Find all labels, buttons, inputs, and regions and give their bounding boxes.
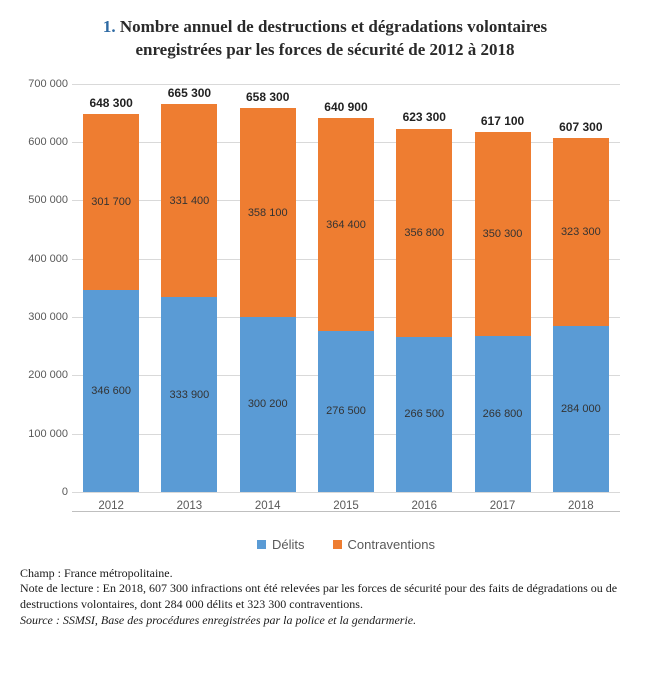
legend: Délits Contraventions (72, 537, 620, 552)
x-tick-label: 2017 (475, 500, 531, 512)
segment-label-contraventions: 364 400 (326, 219, 366, 231)
note-lecture: Note de lecture : En 2018, 607 300 infra… (20, 581, 630, 612)
title-number: 1. (103, 17, 116, 36)
segment-label-contraventions: 301 700 (91, 196, 131, 208)
bar-segment-contraventions: 356 800 (396, 129, 452, 337)
y-tick-label: 100 000 (16, 428, 68, 440)
bars-container: 648 300301 700346 6002012665 300331 4003… (72, 84, 620, 492)
x-tick-label: 2013 (161, 500, 217, 512)
bar-segment-contraventions: 301 700 (83, 114, 139, 290)
bar-total-label: 658 300 (240, 90, 296, 104)
y-tick-label: 400 000 (16, 253, 68, 265)
y-tick-label: 200 000 (16, 369, 68, 381)
stacked-bar-chart: 0100 000200 000300 000400 000500 000600 … (72, 76, 620, 556)
segment-label-delits: 346 600 (91, 385, 131, 397)
bar-segment-delits: 333 900 (161, 297, 217, 492)
bar-total-label: 640 900 (318, 100, 374, 114)
bar-total-label: 617 100 (475, 114, 531, 128)
bar-column: 658 300358 100300 2002014 (240, 84, 296, 492)
bar-column: 665 300331 400333 9002013 (161, 84, 217, 492)
y-tick-label: 700 000 (16, 78, 68, 90)
segment-label-contraventions: 323 300 (561, 226, 601, 238)
x-tick-label: 2016 (396, 500, 452, 512)
title-line-2: enregistrées par les forces de sécurité … (135, 40, 514, 59)
bar-column: 648 300301 700346 6002012 (83, 84, 139, 492)
note-source: Source : SSMSI, Base des procédures enre… (20, 613, 630, 629)
legend-label-delits: Délits (272, 537, 305, 552)
y-tick-label: 600 000 (16, 136, 68, 148)
bar-segment-delits: 266 500 (396, 337, 452, 492)
bar-segment-delits: 284 000 (553, 326, 609, 492)
bar-segment-contraventions: 350 300 (475, 132, 531, 336)
y-tick-label: 300 000 (16, 311, 68, 323)
segment-label-delits: 284 000 (561, 403, 601, 415)
page: 1. Nombre annuel de destructions et dégr… (0, 0, 650, 680)
bar-column: 607 300323 300284 0002018 (553, 84, 609, 492)
footnotes: Champ : France métropolitaine. Note de l… (20, 566, 630, 628)
bar-total-label: 623 300 (396, 110, 452, 124)
bar-column: 623 300356 800266 5002016 (396, 84, 452, 492)
x-tick-label: 2014 (240, 500, 296, 512)
bar-segment-delits: 266 800 (475, 336, 531, 492)
segment-label-delits: 266 800 (483, 408, 523, 420)
legend-item-delits: Délits (257, 537, 305, 552)
bar-segment-contraventions: 323 300 (553, 138, 609, 326)
bar-segment-delits: 276 500 (318, 331, 374, 492)
bar-column: 617 100350 300266 8002017 (475, 84, 531, 492)
bar-segment-delits: 346 600 (83, 290, 139, 492)
legend-label-contraventions: Contraventions (348, 537, 435, 552)
note-champ: Champ : France métropolitaine. (20, 566, 630, 582)
bar-segment-contraventions: 364 400 (318, 118, 374, 330)
bar-total-label: 607 300 (553, 120, 609, 134)
segment-label-delits: 276 500 (326, 405, 366, 417)
gridline (72, 492, 620, 493)
x-tick-label: 2015 (318, 500, 374, 512)
bar-column: 640 900364 400276 5002015 (318, 84, 374, 492)
segment-label-contraventions: 350 300 (483, 228, 523, 240)
bar-segment-contraventions: 331 400 (161, 104, 217, 297)
segment-label-delits: 300 200 (248, 398, 288, 410)
chart-title-block: 1. Nombre annuel de destructions et dégr… (40, 16, 610, 62)
chart-title: 1. Nombre annuel de destructions et dégr… (40, 16, 610, 62)
legend-swatch-delits (257, 540, 266, 549)
bar-total-label: 665 300 (161, 86, 217, 100)
segment-label-contraventions: 358 100 (248, 207, 288, 219)
bar-segment-contraventions: 358 100 (240, 108, 296, 317)
x-tick-label: 2018 (553, 500, 609, 512)
y-tick-label: 0 (16, 486, 68, 498)
title-line-1: Nombre annuel de destructions et dégrada… (120, 17, 547, 36)
segment-label-contraventions: 356 800 (404, 227, 444, 239)
bar-total-label: 648 300 (83, 96, 139, 110)
x-tick-label: 2012 (83, 500, 139, 512)
legend-swatch-contraventions (333, 540, 342, 549)
legend-item-contraventions: Contraventions (333, 537, 435, 552)
y-tick-label: 500 000 (16, 194, 68, 206)
bar-segment-delits: 300 200 (240, 317, 296, 492)
segment-label-contraventions: 331 400 (170, 195, 210, 207)
segment-label-delits: 266 500 (404, 408, 444, 420)
segment-label-delits: 333 900 (170, 389, 210, 401)
